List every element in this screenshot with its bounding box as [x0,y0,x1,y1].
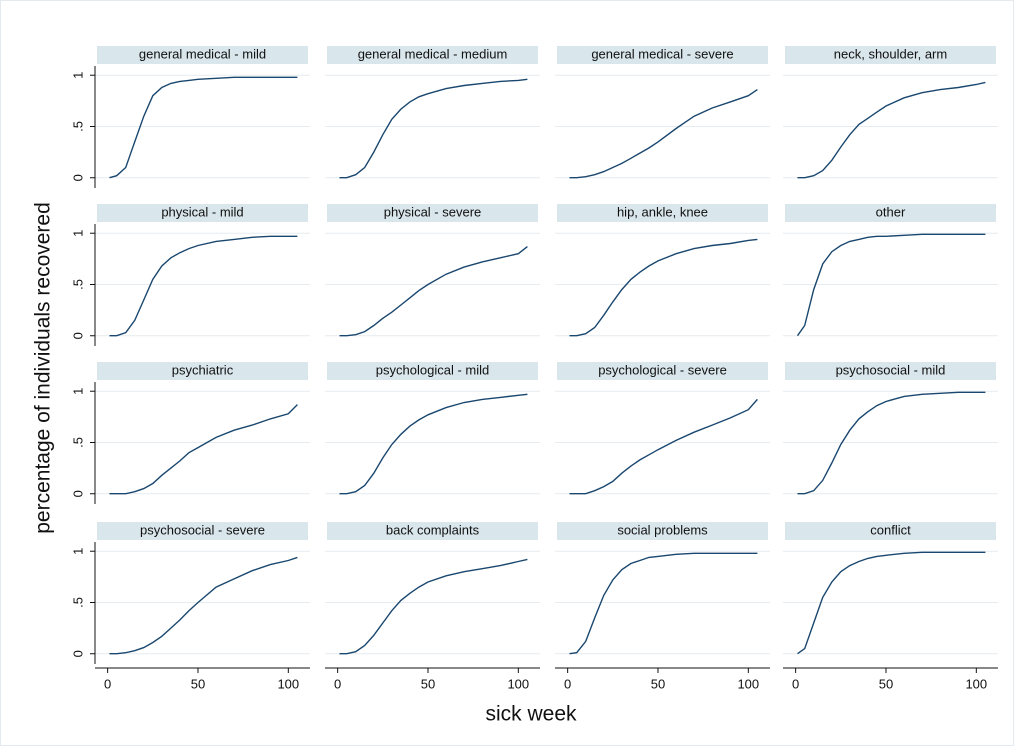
curve [109,235,298,337]
curve [797,391,986,495]
strip [785,46,996,64]
panel-title: psychosocial - mild [836,362,946,377]
curve [796,233,986,337]
curve [797,551,986,655]
panel-title: conflict [870,522,911,537]
y-tick-label: 1 [70,230,85,237]
x-tick-label: 0 [104,676,111,691]
strip [557,204,768,222]
strip [97,362,308,380]
strip [557,522,768,540]
strip [97,522,308,540]
x-tick-label: 0 [564,676,571,691]
panel-title: psychiatric [172,362,234,377]
curve [569,238,758,337]
y-tick-label: .5 [70,437,85,448]
x-tick-label: 100 [277,676,299,691]
panel-title: social problems [617,522,708,537]
strip [327,204,538,222]
panel-title: psychological - mild [376,362,489,377]
y-tick-label: 1 [70,388,85,395]
panel-title: physical - mild [161,204,243,219]
curve [339,393,528,495]
panel-title: general medical - severe [591,46,733,61]
x-tick-label: 50 [191,676,205,691]
x-tick-label: 0 [792,676,799,691]
panel-title: psychological - severe [598,362,727,377]
y-tick-label: 0 [70,332,85,339]
curve [339,246,528,337]
strip [785,204,996,222]
strip [557,46,768,64]
panel-title: psychosocial - severe [140,522,265,537]
strip [97,204,308,222]
panel-title: back complaints [386,522,480,537]
y-tick-label: 1 [70,72,85,79]
panel-title: general medical - mild [139,46,266,61]
x-tick-label: 50 [879,676,893,691]
strip [557,362,768,380]
y-tick-label: 1 [70,548,85,555]
y-tick-label: .5 [70,279,85,290]
curve [569,552,758,655]
strip [785,362,996,380]
curve [109,76,298,179]
curve [339,558,528,655]
strip [97,46,308,64]
panel-title: physical - severe [384,204,482,219]
y-tick-label: .5 [70,121,85,132]
x-tick-label: 100 [507,676,529,691]
y-axis-title: percentage of individuals recovered [32,202,55,534]
x-tick-label: 100 [737,676,759,691]
x-axis-title: sick week [485,703,577,726]
panel-title: hip, ankle, knee [617,204,708,219]
x-tick-label: 100 [965,676,987,691]
strip [327,46,538,64]
x-tick-label: 50 [651,676,665,691]
panel-title: neck, shoulder, arm [834,46,947,61]
x-tick-label: 0 [334,676,341,691]
curve [569,398,758,495]
y-tick-label: 0 [70,650,85,657]
y-tick-label: 0 [70,490,85,497]
x-tick-label: 50 [421,676,435,691]
panel-title: general medical - medium [358,46,508,61]
curve [339,78,528,179]
strip [785,522,996,540]
curve [109,556,298,655]
y-tick-label: .5 [70,597,85,608]
curve [109,404,298,495]
curve [797,81,986,179]
curve [569,89,758,179]
strip [327,522,538,540]
panel-title: other [876,204,906,219]
strip [327,362,538,380]
y-tick-label: 0 [70,174,85,181]
